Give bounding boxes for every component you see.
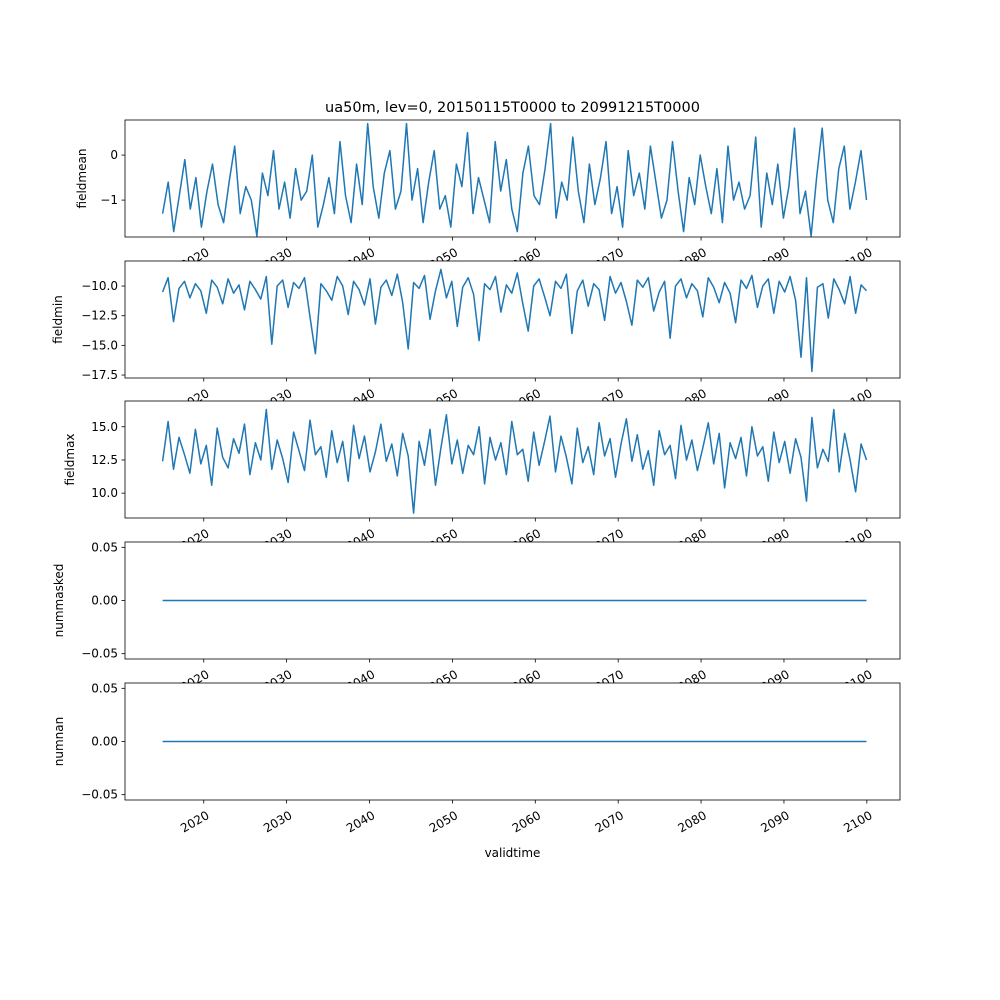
y-tick-label: 12.5 bbox=[91, 453, 118, 467]
y-axis-label: fieldmax bbox=[63, 433, 77, 485]
y-tick-label: 0.05 bbox=[91, 540, 118, 554]
axes-frame bbox=[124, 400, 901, 519]
y-axis-label: fieldmean bbox=[75, 149, 89, 209]
axes-background bbox=[125, 261, 900, 378]
y-tick-label: −15.0 bbox=[81, 338, 118, 352]
y-tick-label: −10.0 bbox=[81, 279, 118, 293]
y-tick-label: 0.00 bbox=[91, 594, 118, 608]
x-axis-label: validtime bbox=[485, 846, 541, 860]
series-line bbox=[161, 268, 868, 373]
y-axis-label: numnan bbox=[52, 717, 66, 766]
y-tick-label: 0 bbox=[110, 148, 118, 162]
y-tick-label: −17.5 bbox=[81, 368, 118, 382]
axes-frame bbox=[124, 260, 901, 379]
y-tick-label: 15.0 bbox=[91, 420, 118, 434]
series-line bbox=[161, 122, 868, 237]
y-axis-label: nummasked bbox=[52, 564, 66, 638]
y-tick-label: −1 bbox=[100, 193, 118, 207]
axes-frame bbox=[124, 119, 901, 238]
y-tick-label: 0.05 bbox=[91, 681, 118, 695]
y-tick-label: −0.05 bbox=[81, 788, 118, 802]
axes-background bbox=[125, 401, 900, 518]
axes-background bbox=[125, 120, 900, 237]
y-tick-label: 0.00 bbox=[91, 735, 118, 749]
y-axis-label: fieldmin bbox=[51, 295, 65, 344]
series-line bbox=[161, 408, 868, 514]
y-tick-label: −12.5 bbox=[81, 309, 118, 323]
chart-title: ua50m, lev=0, 20150115T0000 to 20991215T… bbox=[325, 100, 700, 116]
y-tick-label: 10.0 bbox=[91, 486, 118, 500]
y-tick-label: −0.05 bbox=[81, 647, 118, 661]
